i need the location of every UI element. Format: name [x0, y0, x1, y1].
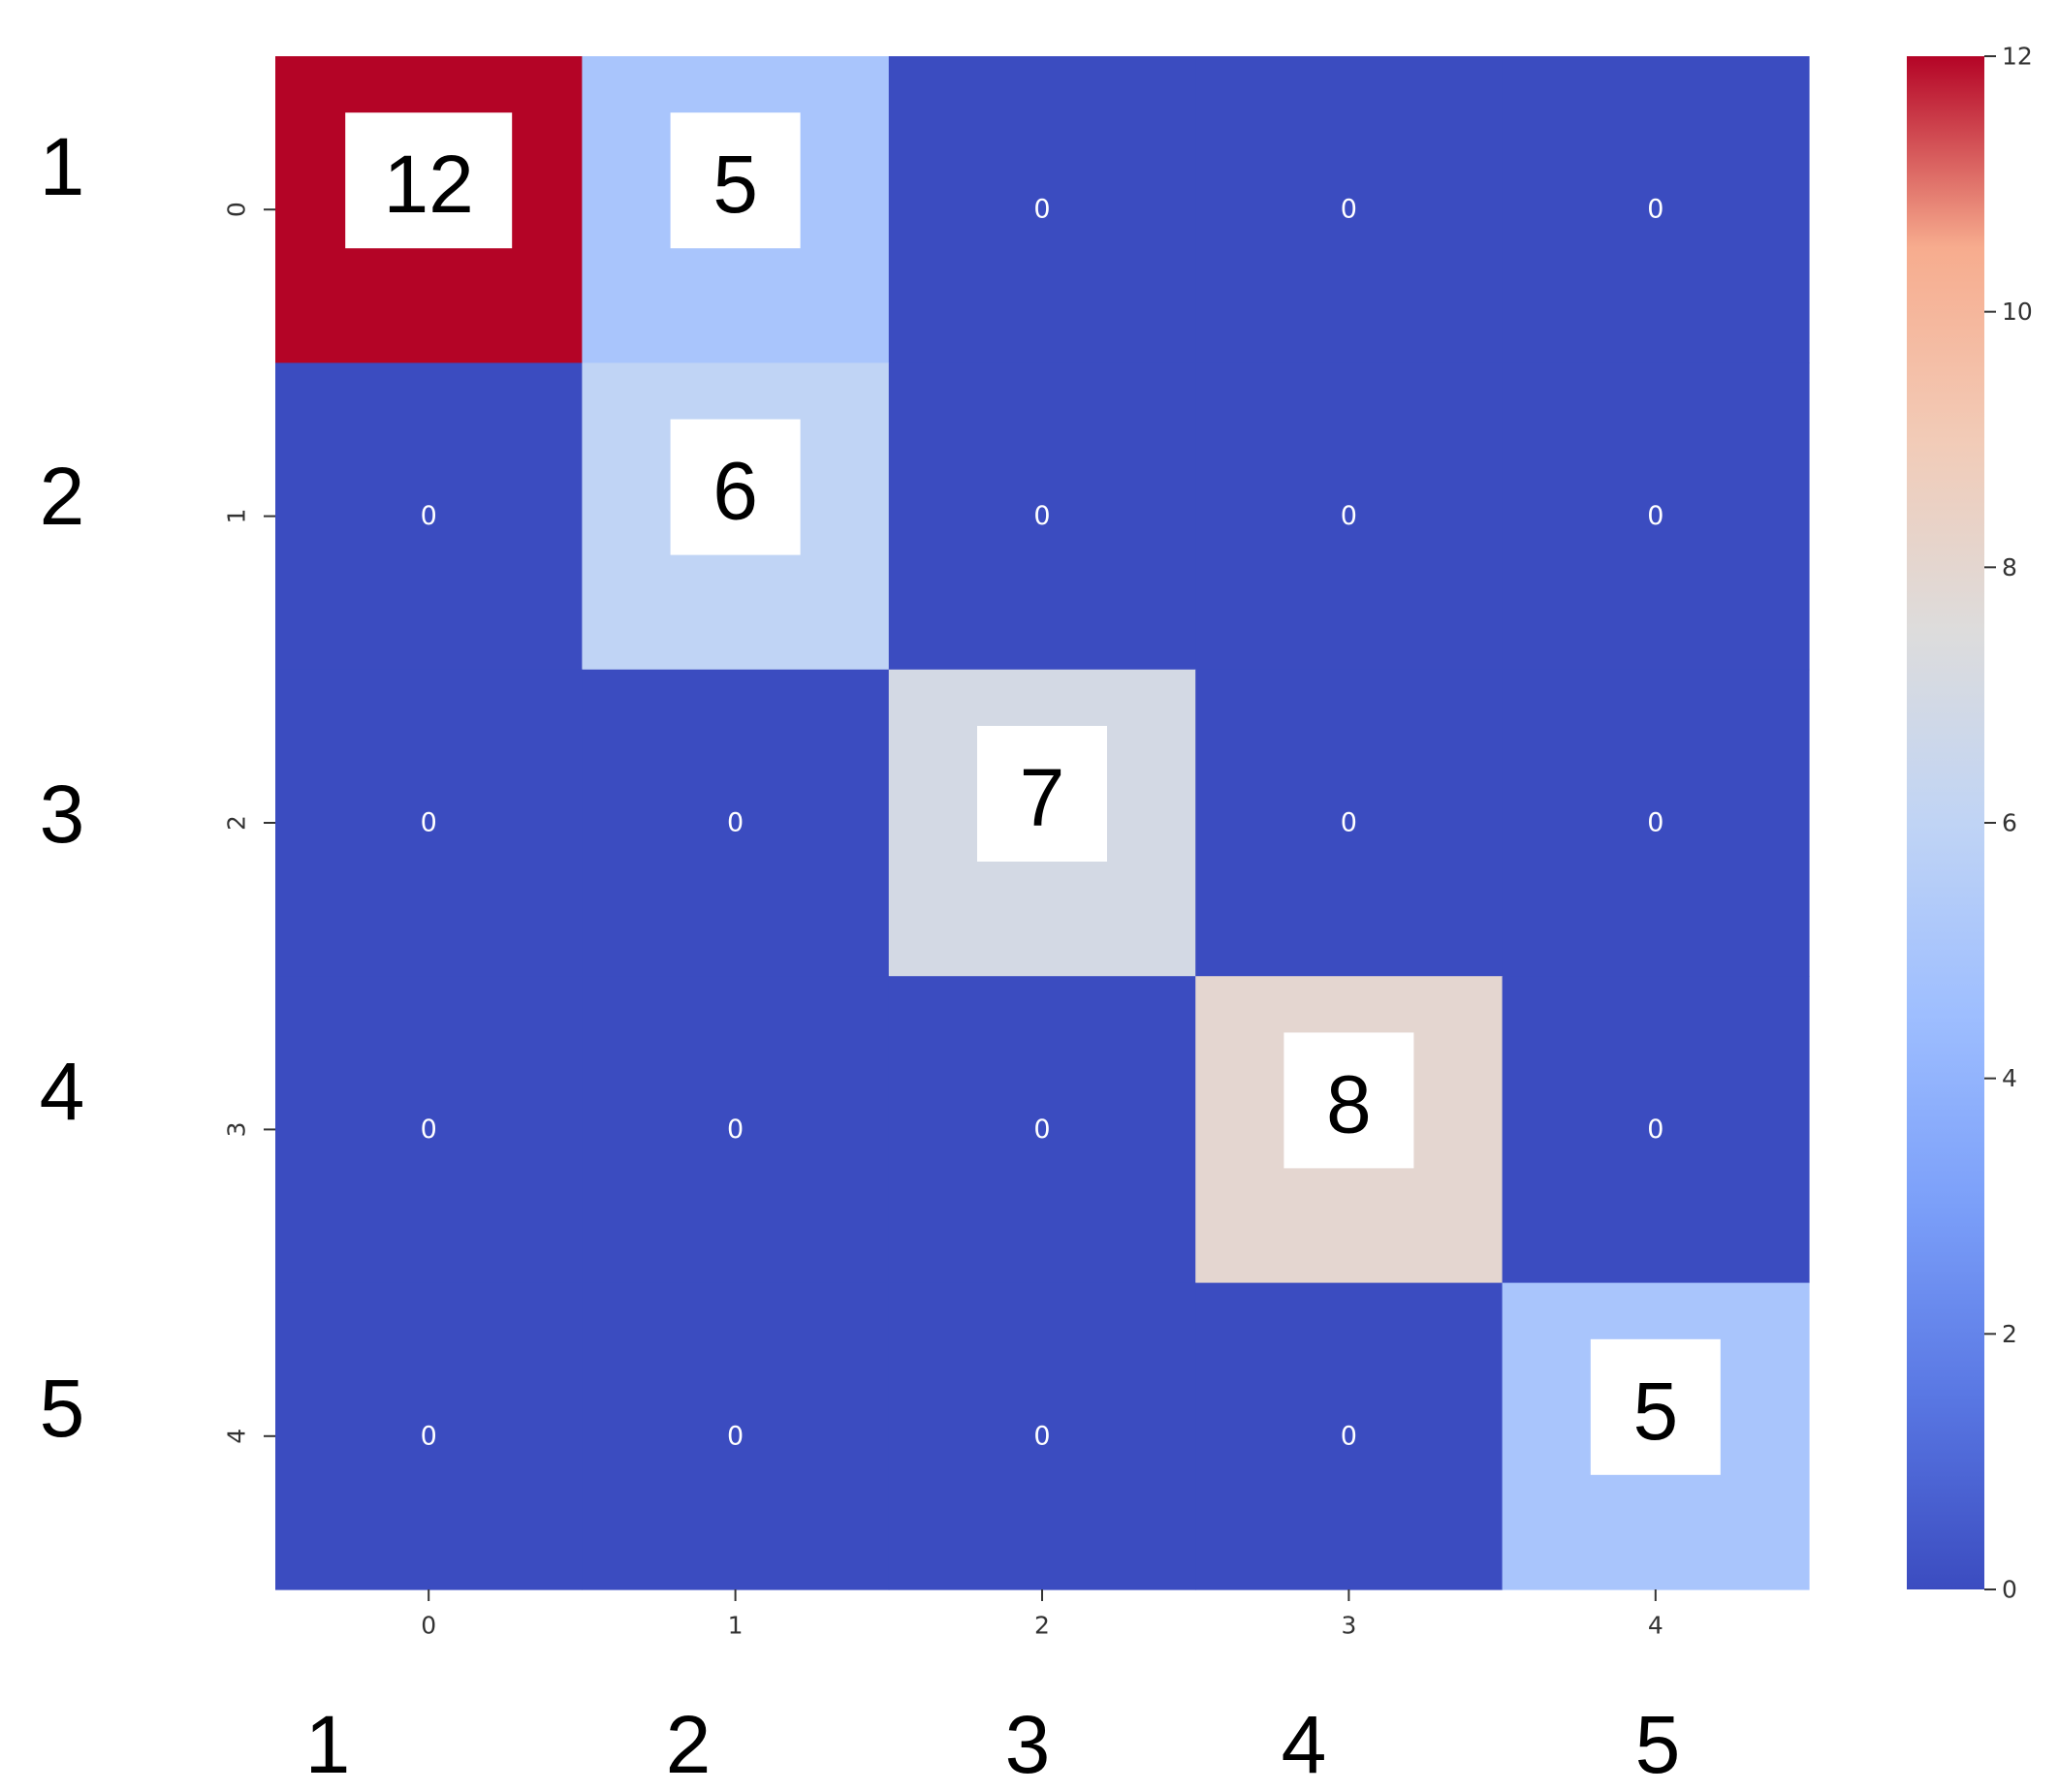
heatmap-cell-1-2	[888, 362, 1196, 671]
cell-value-highlighted-4-4: 5	[1632, 1366, 1678, 1457]
heatmap-cell-0-4	[1502, 56, 1810, 363]
colorbar-gradient	[1907, 56, 1984, 1589]
heatmap-cell-3-1	[582, 976, 890, 1284]
heatmap-cell-3-4	[1502, 976, 1810, 1284]
y-tick-label: 4	[223, 1429, 251, 1444]
cell-value-3-4: 0	[1647, 1115, 1663, 1145]
outer-row-label: 1	[40, 121, 85, 212]
value-highlight-box-1-1	[670, 419, 801, 555]
x-tick-label: 0	[421, 1612, 436, 1640]
colorbar-tick-label: 6	[2002, 809, 2017, 837]
colorbar-tick-label: 8	[2002, 553, 2017, 582]
cell-value-4-2: 0	[1033, 1421, 1050, 1451]
heatmap-cell-4-3	[1195, 1282, 1504, 1590]
heatmap-cell-0-2	[888, 56, 1196, 363]
cell-value-4-1: 0	[727, 1421, 744, 1451]
cell-value-2-0: 0	[421, 808, 437, 838]
heatmap-cell-2-0	[275, 669, 583, 977]
outer-row-label: 3	[40, 769, 85, 860]
cell-value-1-2: 0	[1033, 501, 1050, 531]
value-highlight-box-0-1	[670, 112, 801, 249]
value-highlight-box-4-4	[1590, 1338, 1721, 1475]
value-highlight-box-2-2	[977, 726, 1107, 862]
outer-row-label: 4	[40, 1046, 85, 1137]
y-tick-label: 3	[223, 1121, 251, 1137]
colorbar-tick-label: 4	[2002, 1064, 2017, 1092]
heatmap-cell-1-0	[275, 362, 583, 671]
heatmap-cell-0-3	[1195, 56, 1504, 363]
x-tick-label: 4	[1648, 1612, 1663, 1640]
cell-value-highlighted-3-3: 8	[1326, 1058, 1372, 1149]
outer-column-label: 3	[1005, 1699, 1051, 1787]
cell-value-2-3: 0	[1341, 808, 1357, 838]
x-tick-label: 1	[728, 1612, 744, 1640]
colorbar-tick-label: 10	[2002, 298, 2033, 326]
y-axis: 0 1 2 3 4	[223, 202, 275, 1444]
x-tick-label: 2	[1034, 1612, 1050, 1640]
cell-annotations: 12 5 0 0 0 0 6 0 0 0 0 0 7 0 0 0 0 0 8 0 0 0 0 0 5	[345, 112, 1721, 1475]
cell-value-1-4: 0	[1647, 501, 1663, 531]
heatmap-cell-4-2	[888, 1282, 1196, 1590]
outer-column-label: 1	[305, 1699, 351, 1787]
cell-value-3-0: 0	[421, 1115, 437, 1145]
cell-value-highlighted-0-0: 12	[383, 139, 473, 230]
cell-value-4-3: 0	[1341, 1421, 1357, 1451]
cell-value-0-4: 0	[1647, 195, 1663, 225]
heatmap-cell-2-3	[1195, 669, 1504, 977]
outer-row-label: 2	[40, 451, 85, 542]
heatmap-cell-2-4	[1502, 669, 1810, 977]
x-tick-label: 3	[1341, 1612, 1356, 1640]
cell-value-1-0: 0	[421, 501, 437, 531]
cell-value-highlighted-0-1: 5	[713, 139, 758, 230]
x-axis: 0 1 2 3 4	[421, 1589, 1663, 1640]
y-tick-label: 1	[223, 509, 251, 524]
colorbar-tick-label: 2	[2002, 1320, 2017, 1348]
heatmap-cell-1-3	[1195, 362, 1504, 671]
outer-column-label: 5	[1635, 1699, 1681, 1787]
colorbar-tick-label: 12	[2002, 43, 2033, 71]
cell-value-highlighted-2-2: 7	[1020, 752, 1065, 843]
outer-row-label: 5	[40, 1363, 85, 1454]
y-tick-label: 0	[223, 202, 251, 217]
heatmap-cell-1-4	[1502, 362, 1810, 671]
heatmap-cell-2-1	[582, 669, 890, 977]
cell-value-1-3: 0	[1341, 501, 1357, 531]
cell-value-2-1: 0	[727, 808, 744, 838]
cell-value-2-4: 0	[1647, 808, 1663, 838]
heatmap-cell-3-2	[888, 976, 1196, 1284]
heatmap-cell-3-0	[275, 976, 583, 1284]
outer-column-label: 4	[1282, 1699, 1327, 1787]
y-tick-label: 2	[223, 815, 251, 831]
value-highlight-box-0-0	[345, 112, 513, 249]
heatmap-cell-4-0	[275, 1282, 583, 1590]
cell-value-4-0: 0	[421, 1421, 437, 1451]
cell-value-0-2: 0	[1033, 195, 1050, 225]
colorbar: 0 2 4 6 8 10 12	[1907, 43, 2033, 1604]
colorbar-tick-label: 0	[2002, 1576, 2017, 1604]
value-highlight-box-3-3	[1283, 1032, 1414, 1169]
heatmap-cells	[275, 56, 1810, 1590]
outer-column-label: 2	[666, 1699, 712, 1787]
cell-value-3-1: 0	[727, 1115, 744, 1145]
cell-value-3-2: 0	[1033, 1115, 1050, 1145]
cell-value-highlighted-1-1: 6	[713, 446, 758, 537]
heatmap-cell-4-1	[582, 1282, 890, 1590]
cell-value-0-3: 0	[1341, 195, 1357, 225]
